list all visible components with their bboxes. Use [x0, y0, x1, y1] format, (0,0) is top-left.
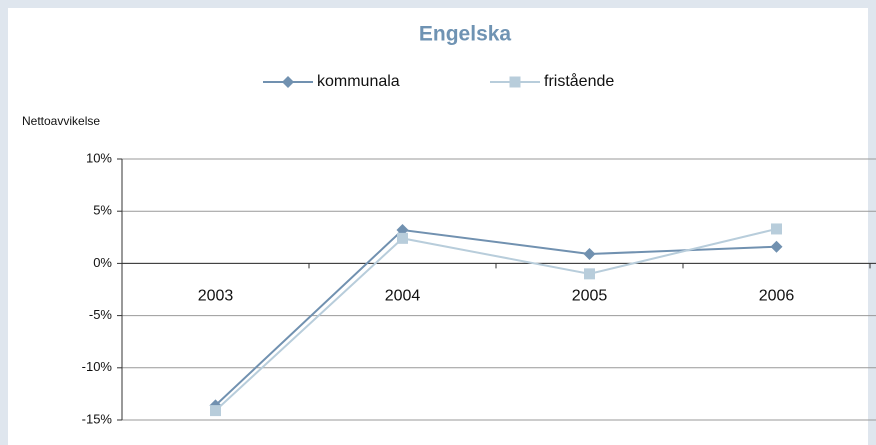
y-tick-label: -10% [82, 359, 113, 374]
y-tick-label: -5% [89, 307, 113, 322]
marker [282, 76, 294, 88]
legend-label: fristående [544, 72, 614, 90]
x-tick-label: 2006 [759, 288, 795, 305]
y-tick-label: 10% [86, 150, 112, 165]
y-tick-label: 5% [93, 203, 112, 218]
legend-label: kommunala [317, 73, 400, 90]
x-tick-label: 2004 [385, 288, 421, 305]
x-tick-label: 2003 [198, 288, 234, 305]
y-axis-label: Nettoavvikelse [22, 114, 100, 128]
x-tick-label: 2005 [572, 288, 608, 305]
marker [584, 268, 595, 280]
marker [397, 232, 408, 244]
marker [770, 240, 783, 253]
panel [8, 8, 868, 445]
marker [583, 248, 596, 261]
marker [509, 76, 521, 88]
y-tick-label: -15% [82, 411, 113, 426]
y-tick-label: 0% [93, 255, 112, 270]
line [214, 227, 777, 412]
marker [210, 405, 221, 417]
line [214, 228, 777, 407]
chart-title: Engelska [419, 23, 512, 46]
marker [771, 223, 782, 235]
